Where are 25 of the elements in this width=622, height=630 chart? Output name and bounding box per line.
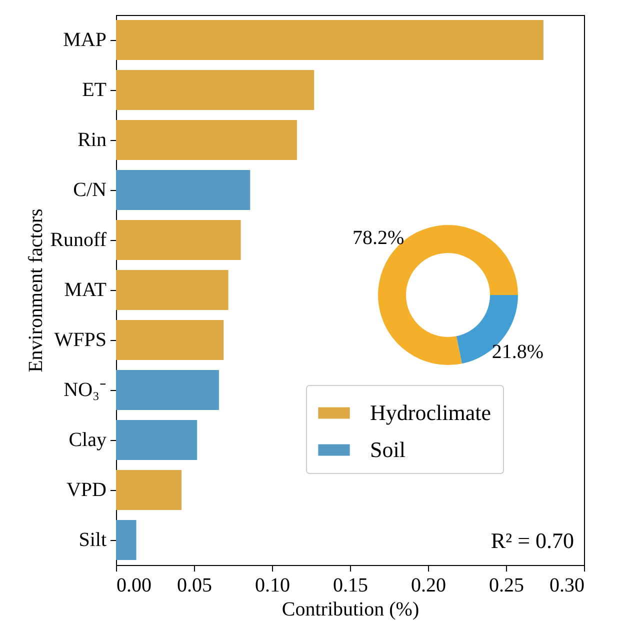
legend-label: Soil (370, 437, 406, 462)
x-tick-label: 0.25 (489, 574, 524, 596)
annotation: R² = 0.70 (490, 528, 574, 553)
x-tick-label: 0.20 (411, 574, 446, 596)
x-tick-label: 0.10 (255, 574, 290, 596)
y-tick-label: ET (82, 79, 106, 101)
y-tick-label: C/N (73, 179, 106, 201)
x-axis-title: Contribution (%) (282, 598, 420, 620)
x-tick-label: 0.05 (177, 574, 212, 596)
x-tick-label: 0.00 (116, 574, 152, 596)
y-tick-label: NO₃⁻ (64, 379, 106, 401)
y-tick-label: WFPS (54, 329, 106, 351)
y-tick-label: Clay (68, 429, 106, 451)
y-axis-title: Environment factors (25, 208, 48, 372)
y-tick-label: Silt (78, 529, 107, 551)
y-tick-label: MAP (63, 29, 106, 51)
y-tick-label: MAT (64, 279, 106, 301)
y-tick-label: VPD (66, 479, 106, 501)
y-tick-label: Runoff (50, 229, 107, 251)
x-tick-label: 0.30 (550, 574, 584, 596)
y-tick-label: Rin (78, 129, 106, 151)
legend-label: Hydroclimate (370, 400, 491, 425)
data-label: 21.8% (492, 340, 544, 363)
x-tick-label: 0.15 (333, 574, 368, 596)
data-label: 78.2% (352, 227, 404, 250)
